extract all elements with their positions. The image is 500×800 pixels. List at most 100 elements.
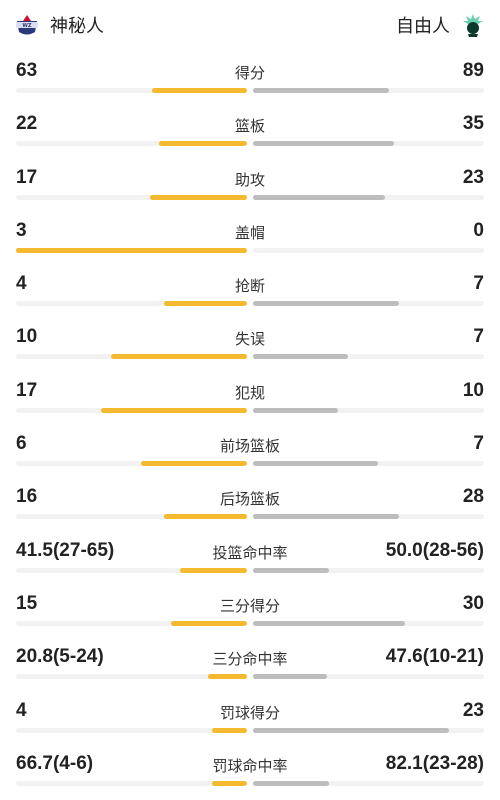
away-stat-value: 7	[473, 273, 484, 295]
stat-row: 41.5(27-65) 投篮命中率 50.0(28-56)	[0, 532, 500, 585]
away-stat-bar	[253, 620, 406, 626]
home-stat-bar	[101, 407, 247, 413]
home-stat-value: 20.8(5-24)	[16, 646, 104, 668]
stat-row: 20.8(5-24) 三分命中率 47.6(10-21)	[0, 638, 500, 691]
away-stat-value: 89	[462, 60, 484, 81]
away-stat-value: 23	[462, 699, 484, 721]
away-stat-track	[253, 620, 484, 626]
home-stat-value: 10	[16, 326, 38, 348]
home-stat-bar	[16, 247, 247, 253]
home-stat-track	[16, 354, 247, 360]
away-stat-bar	[253, 301, 399, 307]
stat-row: 22 篮板 35	[0, 105, 500, 158]
stat-row: 3 盖帽 0	[0, 212, 500, 265]
home-stat-bar	[163, 301, 247, 307]
stat-label: 抢断	[234, 278, 265, 296]
stat-row: 15 三分得分 30	[0, 585, 500, 638]
away-stat-bar	[253, 674, 327, 680]
home-stat-track	[16, 674, 247, 680]
away-team[interactable]: 自由人	[396, 12, 486, 38]
home-stat-value: 6	[16, 433, 27, 455]
stat-row: 66.7(4-6) 罚球命中率 82.1(23-28)	[0, 745, 500, 798]
stats-list: 63 得分 89 22 篮板 35 17 助攻 23 3 盖帽 0 4 抢断 7 10 失误 7 17 犯规 10 6 前场…	[0, 52, 500, 798]
home-stat-track	[16, 301, 247, 307]
away-stat-bar	[253, 88, 390, 93]
home-stat-bar	[159, 141, 247, 147]
away-stat-value: 50.0(28-56)	[385, 539, 484, 561]
away-stat-track	[253, 141, 484, 147]
home-stat-track	[16, 514, 247, 520]
home-stat-value: 17	[16, 379, 38, 401]
away-stat-bar	[253, 354, 348, 360]
away-stat-track	[253, 88, 484, 93]
home-stat-bar	[152, 88, 247, 93]
home-stat-bar	[212, 727, 247, 733]
away-stat-value: 0	[473, 219, 484, 241]
home-team-name: 神秘人	[50, 16, 104, 36]
home-stat-value: 63	[16, 60, 38, 81]
away-stat-bar	[253, 407, 339, 413]
away-stat-track	[253, 514, 484, 520]
stat-row: 6 前场篮板 7	[0, 425, 500, 478]
stat-row: 10 失误 7	[0, 318, 500, 371]
stat-row: 17 犯规 10	[0, 372, 500, 425]
away-team-name: 自由人	[396, 16, 450, 36]
home-stat-value: 15	[16, 592, 38, 614]
home-stat-value: 22	[16, 113, 38, 135]
away-stat-track	[253, 247, 484, 253]
stat-row: 17 助攻 23	[0, 159, 500, 212]
stat-row: 63 得分 89	[0, 52, 500, 105]
home-stat-bar	[170, 620, 247, 626]
stat-label: 篮板	[234, 118, 265, 136]
stat-row: 16 后场篮板 28	[0, 478, 500, 531]
home-stat-value: 41.5(27-65)	[16, 539, 115, 561]
home-stat-bar	[149, 194, 247, 200]
stat-label: 盖帽	[234, 224, 265, 242]
home-stat-bar	[207, 674, 247, 680]
home-stat-track	[16, 620, 247, 626]
away-stat-track	[253, 301, 484, 307]
away-stat-bar	[253, 514, 399, 520]
away-stat-value: 28	[462, 486, 484, 508]
away-stat-track	[253, 674, 484, 680]
stat-label: 罚球得分	[219, 704, 280, 722]
away-stat-track	[253, 354, 484, 360]
away-stat-bar	[253, 194, 385, 200]
away-stat-bar	[253, 780, 330, 786]
away-stat-value: 23	[462, 166, 484, 188]
stat-label: 三分命中率	[212, 651, 288, 669]
away-stat-value: 30	[462, 592, 484, 614]
home-stat-bar	[110, 354, 247, 360]
stat-label: 投篮命中率	[212, 544, 288, 562]
home-stat-track	[16, 194, 247, 200]
away-stat-value: 35	[462, 113, 484, 135]
stat-label: 犯规	[234, 384, 265, 402]
away-stat-value: 82.1(23-28)	[385, 752, 484, 774]
away-stat-track	[253, 194, 484, 200]
svg-text:WZ: WZ	[22, 23, 32, 29]
away-stat-track	[253, 567, 484, 573]
stat-label: 罚球命中率	[212, 757, 288, 775]
stat-label: 前场篮板	[219, 438, 280, 456]
away-stat-bar	[253, 141, 394, 147]
away-stat-value: 47.6(10-21)	[385, 646, 484, 668]
home-stat-bar	[180, 567, 247, 573]
home-stat-value: 4	[16, 699, 27, 721]
home-stat-track	[16, 88, 247, 93]
match-header: WZ 神秘人 自由人	[0, 0, 500, 52]
away-stat-bar	[253, 567, 330, 573]
away-stat-bar	[253, 727, 450, 733]
home-stat-track	[16, 567, 247, 573]
away-stat-value: 7	[473, 433, 484, 455]
home-stat-value: 3	[16, 219, 27, 241]
stat-label: 得分	[234, 65, 265, 82]
stat-label: 后场篮板	[219, 491, 280, 509]
away-stat-track	[253, 780, 484, 786]
stat-row: 4 抢断 7	[0, 265, 500, 318]
home-stat-bar	[140, 461, 247, 467]
stat-label: 三分得分	[219, 597, 280, 615]
home-team[interactable]: WZ 神秘人	[14, 12, 104, 38]
home-stat-value: 4	[16, 273, 27, 295]
away-stat-track	[253, 407, 484, 413]
home-stat-bar	[163, 514, 247, 520]
